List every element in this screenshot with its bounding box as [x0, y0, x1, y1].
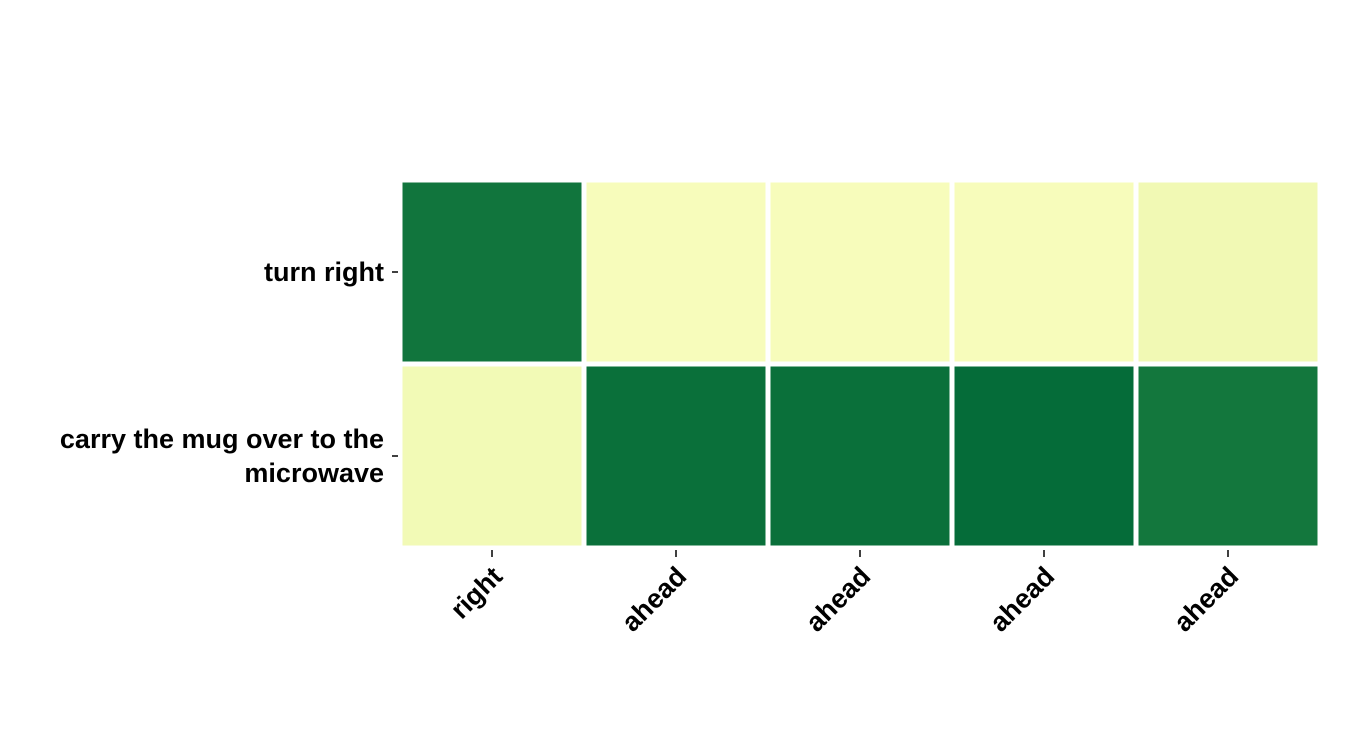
heatmap-cell-r1-c2	[765, 361, 955, 551]
x-tick-label-0: right	[445, 561, 509, 625]
heatmap-cell-r0-c0	[397, 177, 587, 367]
heatmap-cell-r0-c4	[1133, 177, 1323, 367]
x-tick-label-2: ahead	[800, 561, 876, 637]
y-axis: turn right carry the mug over to the micro…	[60, 257, 398, 488]
x-tick-label-4: ahead	[1168, 561, 1244, 637]
y-tick-label-0: turn right	[264, 257, 384, 287]
heatmap-cell-r0-c2	[765, 177, 955, 367]
x-axis: right ahead ahead ahead ahead	[445, 550, 1244, 637]
heatmap-cell-r1-c1	[581, 361, 771, 551]
heatmap-cell-r1-c3	[949, 361, 1139, 551]
heatmap-cell-r0-c1	[581, 177, 771, 367]
x-tick-label-3: ahead	[984, 561, 1060, 637]
heatmap-cell-r1-c4	[1133, 361, 1323, 551]
heatmap-cell-r1-c0	[397, 361, 587, 551]
y-tick-label-1: carry the mug over to the microwave	[60, 424, 384, 488]
x-tick-label-1: ahead	[616, 561, 692, 637]
heatmap-cells	[397, 177, 1323, 551]
heatmap-cell-r0-c3	[949, 177, 1139, 367]
